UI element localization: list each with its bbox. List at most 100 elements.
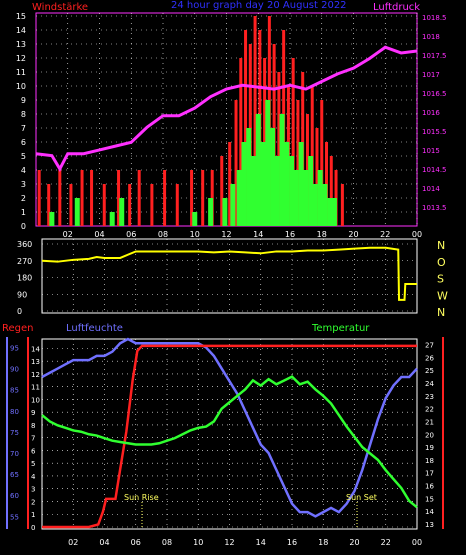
- humidity-tick-label: 70: [10, 450, 19, 458]
- wind-mean-bar: [327, 198, 333, 226]
- wind-mean-bar: [284, 142, 290, 226]
- rain-tick-label: 9: [31, 409, 35, 417]
- wind-mean-bar: [322, 184, 328, 226]
- x-tick-label: 08: [162, 538, 172, 547]
- sun-rise-label: Sun Rise: [124, 493, 159, 502]
- x-tick-label: 14: [256, 538, 266, 547]
- pressure-line: [35, 45, 418, 173]
- chart-title: 24 hour graph day 20 August 2022: [171, 0, 347, 11]
- x-tick-label: 18: [318, 538, 328, 547]
- direction-tick-label: 360: [17, 240, 32, 249]
- humidity-tick-label: 55: [10, 513, 19, 521]
- pressure-tick-label: 1018.5: [422, 14, 447, 22]
- wind-mean-bar: [49, 212, 55, 226]
- compass-label: S: [437, 273, 444, 286]
- wind-gust-bar: [190, 170, 194, 226]
- rain-tick-label: 13: [31, 358, 40, 366]
- rain-tick-label: 14: [31, 345, 40, 353]
- wind-mean-bar: [274, 156, 280, 226]
- temperature-tick-label: 15: [425, 495, 434, 503]
- x-tick-label: 08: [158, 230, 168, 239]
- wind-gust-bar: [58, 170, 62, 226]
- y-tick-label: 15: [16, 12, 26, 21]
- y-tick-label: 1: [21, 208, 26, 217]
- humidity-tick-label: 75: [10, 429, 19, 437]
- sun-rise-marker: Sun Rise: [124, 493, 159, 529]
- rain-humidity-temp-grid: [42, 339, 418, 529]
- y-tick-label: 14: [16, 26, 26, 35]
- wind-mean-bar: [241, 142, 247, 226]
- x-tick-label: 10: [193, 538, 203, 547]
- temperature-tick-label: 17: [425, 470, 434, 478]
- wind-mean-bar: [289, 156, 295, 226]
- wind-mean-bar: [208, 198, 214, 226]
- x-tick-label: 16: [285, 230, 295, 239]
- wind-mean-bar: [293, 170, 299, 226]
- humidity-tick-label: 80: [10, 408, 19, 416]
- wind-gust-bar: [228, 142, 232, 226]
- x-tick-label: 00: [412, 230, 422, 239]
- x-tick-label: 22: [381, 538, 391, 547]
- wind-pressure-axes: 02 04 06 08 10 12 14 16 18 20 22 000123456789101112…: [16, 12, 447, 239]
- wind-mean-bar: [236, 170, 242, 226]
- wind-direction-grid: [42, 239, 418, 313]
- x-tick-label: 22: [380, 230, 390, 239]
- temperature-tick-label: 14: [425, 508, 434, 516]
- humidity-tick-label: 90: [10, 366, 19, 374]
- x-tick-label: 14: [253, 230, 263, 239]
- pressure-tick-label: 1016.5: [422, 90, 447, 98]
- wind-gust-bar: [340, 184, 344, 226]
- temperature-tick-label: 13: [425, 521, 434, 529]
- rain-tick-label: 10: [31, 396, 40, 404]
- temperatur-line: [41, 375, 418, 509]
- wind-mean-bar: [250, 156, 256, 226]
- temperature-tick-label: 21: [425, 418, 434, 426]
- temperature-tick-label: 23: [425, 393, 434, 401]
- humidity-tick-label: 60: [10, 492, 19, 500]
- x-tick-label: 06: [131, 538, 141, 547]
- humidity-tick-label: 95: [10, 344, 19, 352]
- x-tick-label: 02: [68, 538, 78, 547]
- wind-gust-bar: [296, 100, 300, 226]
- x-tick-label: 00: [412, 538, 422, 547]
- wind-mean-bar: [255, 114, 261, 226]
- y-tick-label: 6: [21, 138, 26, 147]
- wind-gust-bar: [329, 156, 333, 226]
- pressure-tick-label: 1017.5: [422, 52, 447, 60]
- temperature-tick-label: 27: [425, 342, 434, 350]
- x-tick-label: 20: [349, 538, 359, 547]
- direction-tick-label: 90: [17, 290, 27, 299]
- rain-humidity-temp-axes: 02 04 06 08 10 12 14 16 18 20 22 000123456789101112…: [10, 342, 434, 547]
- wind-mean-bar: [109, 212, 115, 226]
- x-tick-label: 10: [190, 230, 200, 239]
- wind-mean-bar: [317, 170, 323, 226]
- wind-gust-bar: [320, 100, 324, 226]
- wind-gust-bar: [80, 170, 84, 226]
- rain-tick-label: 7: [31, 435, 35, 443]
- wind-mean-bar: [222, 198, 228, 226]
- wind-gust-bar: [220, 156, 224, 226]
- temperature-tick-label: 22: [425, 406, 434, 414]
- wind-gust-bar: [175, 184, 179, 226]
- rain-humidity-temp-lines: [41, 337, 418, 529]
- x-tick-label: 12: [221, 230, 231, 239]
- rain-tick-label: 1: [31, 511, 35, 519]
- y-tick-label: 3: [21, 180, 26, 189]
- wind-pressure-grid: [36, 13, 418, 226]
- wind-gust-bar: [163, 170, 167, 226]
- wind-gust-bar: [69, 184, 73, 226]
- direction-tick-label: 270: [17, 257, 32, 266]
- wind-direction-axes: 0 N 90 W 180 S 270 O 360 N: [17, 239, 448, 319]
- wind-direction-line-group: [41, 246, 417, 301]
- rain-tick-label: 2: [31, 498, 35, 506]
- y-tick-label: 8: [21, 110, 26, 119]
- y-tick-label: 11: [16, 68, 26, 77]
- wind-gust-bar: [277, 72, 281, 226]
- wind-gust-bar: [128, 184, 132, 226]
- compass-label: O: [437, 256, 446, 269]
- x-tick-label: 06: [126, 230, 136, 239]
- compass-label: W: [437, 289, 448, 302]
- pressure-tick-label: 1016: [422, 109, 440, 117]
- wind-pressure-panel: [35, 12, 418, 227]
